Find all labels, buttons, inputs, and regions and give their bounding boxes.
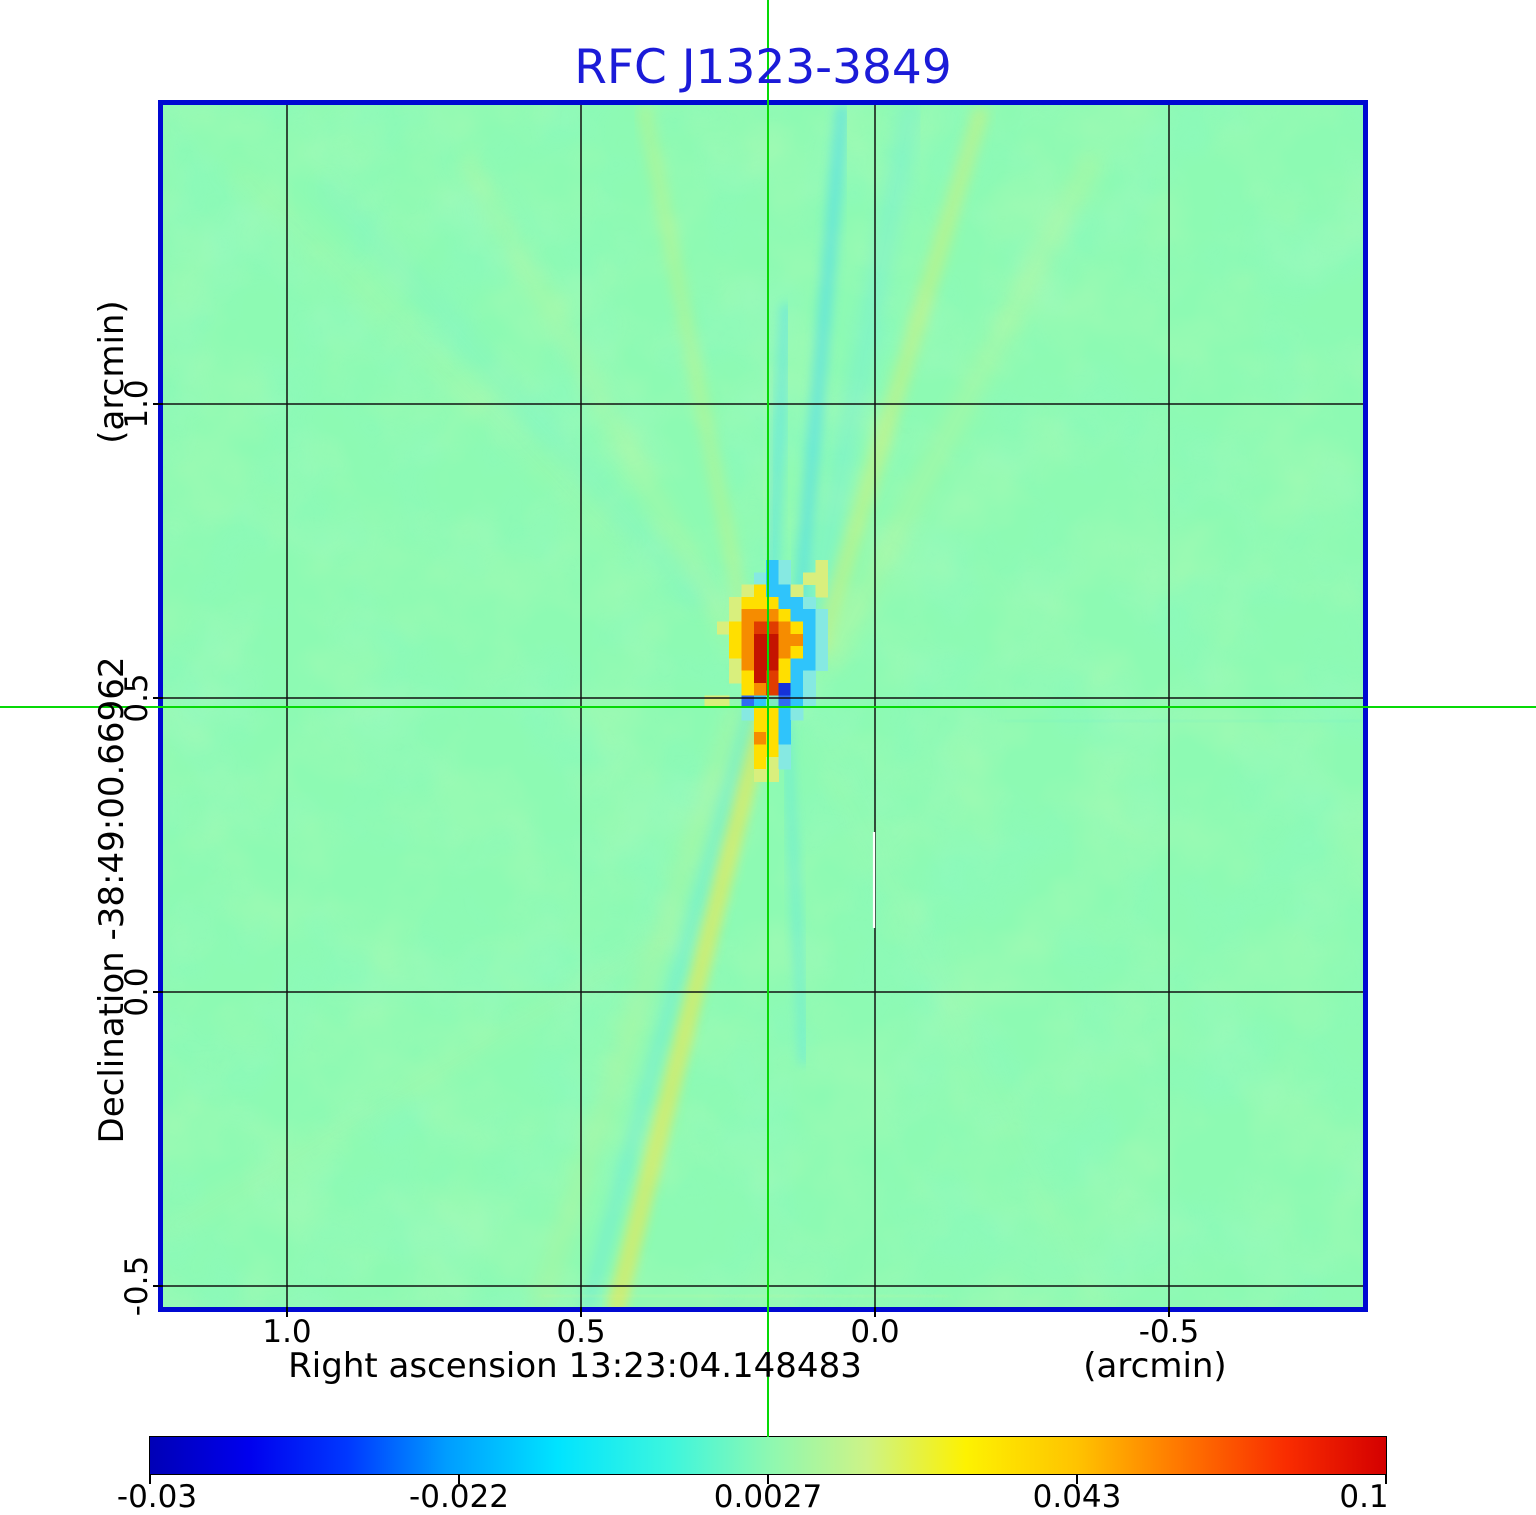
colorbar-tick-label: 0.0027	[713, 1479, 823, 1515]
x-tick-mark	[1168, 1307, 1170, 1317]
central-source-pixels	[704, 560, 829, 782]
figure-title: RFC J1323-3849	[574, 40, 952, 95]
y-tick-mark	[153, 1285, 163, 1287]
x-axis-label: Right ascension 13:23:04.148483	[288, 1346, 862, 1386]
colorbar-tick-mark	[767, 1475, 769, 1484]
colorbar-tick-mark	[1076, 1475, 1078, 1484]
x-tick-label: 0.5	[556, 1314, 606, 1350]
coordinate-gridlines	[163, 105, 1363, 1307]
colorbar-tick-mark	[458, 1475, 460, 1484]
x-tick-label: 0.0	[850, 1314, 900, 1350]
colorbar-tick-label: 0.1	[1339, 1479, 1389, 1515]
colorbar-tick-label: -0.03	[116, 1479, 198, 1515]
crosshair-vertical-line	[767, 0, 769, 1437]
crosshair-horizontal-line	[0, 706, 1536, 708]
colorbar-tick-mark	[149, 1475, 151, 1484]
y-tick-mark	[153, 697, 163, 699]
x-tick-mark	[580, 1307, 582, 1317]
y-axis-unit-label: (arcmin)	[92, 300, 132, 444]
colorbar-gradient	[150, 1437, 1386, 1474]
y-tick-mark	[153, 991, 163, 993]
colorbar	[149, 1436, 1387, 1475]
colorbar-tick-label: -0.022	[409, 1479, 509, 1515]
y-axis-label: Declination -38:49:00.66962	[92, 656, 132, 1144]
y-tick-mark	[153, 403, 163, 405]
colorbar-tick-mark	[1385, 1475, 1387, 1484]
x-tick-label: 1.0	[262, 1314, 312, 1350]
x-tick-mark	[286, 1307, 288, 1317]
y-tick-label: -0.5	[119, 1255, 155, 1317]
x-tick-label: -0.5	[1138, 1314, 1200, 1350]
x-axis-unit-label: (arcmin)	[1083, 1346, 1227, 1386]
x-tick-mark	[874, 1307, 876, 1317]
colorbar-tick-label: 0.043	[1032, 1479, 1122, 1515]
